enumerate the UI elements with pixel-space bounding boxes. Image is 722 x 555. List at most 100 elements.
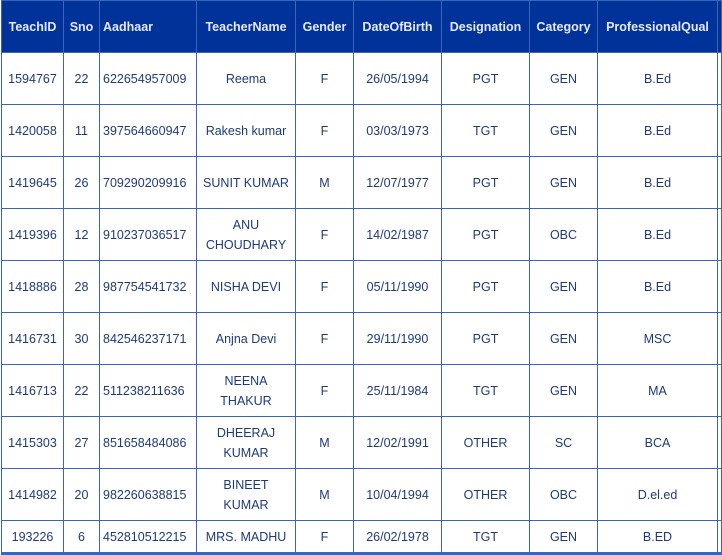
- cell-aadhaar: 452810512215: [99, 520, 197, 554]
- cell-sno: 22: [63, 52, 100, 105]
- cell-teachername: NEENA THAKUR: [196, 364, 296, 417]
- cell-designation: PGT: [441, 208, 530, 261]
- cell-overflow: [717, 156, 722, 209]
- column-header-sno[interactable]: Sno: [63, 0, 100, 53]
- cell-teachername: SUNIT KUMAR: [196, 156, 296, 209]
- column-header-gender[interactable]: Gender: [295, 0, 354, 53]
- cell-category: GEN: [529, 312, 598, 365]
- cell-category: SC: [529, 416, 598, 469]
- cell-teachid: 1420058: [1, 104, 64, 157]
- cell-sno: 6: [63, 520, 100, 554]
- cell-professionalqual: D.el.ed: [597, 468, 718, 521]
- cell-teachername: Rakesh kumar: [196, 104, 296, 157]
- cell-gender: F: [295, 104, 354, 157]
- table-row: 1419645 26 709290209916 SUNIT KUMAR M 12/07/1…: [1, 156, 722, 209]
- cell-aadhaar: 709290209916: [99, 156, 197, 209]
- cell-category: OBC: [529, 208, 598, 261]
- cell-dateofbirth: 12/07/1977: [353, 156, 442, 209]
- column-header-teachername[interactable]: TeacherName: [196, 0, 296, 53]
- table-body: 1594767 22 622654957009 Reema F 26/05/1994 PGT…: [1, 52, 722, 554]
- cell-teachid: 1418886: [1, 260, 64, 313]
- cell-overflow: [717, 260, 722, 313]
- column-header-designation[interactable]: Designation: [441, 0, 530, 53]
- cell-sno: 12: [63, 208, 100, 261]
- cell-dateofbirth: 05/11/1990: [353, 260, 442, 313]
- cell-aadhaar: 842546237171: [99, 312, 197, 365]
- table-row: 193226 6 452810512215 MRS. MADHU F 26/02/1978…: [1, 520, 722, 554]
- cell-sno: 22: [63, 364, 100, 417]
- cell-overflow: [717, 208, 722, 261]
- cell-teachername: Reema: [196, 52, 296, 105]
- table-row: 1419396 12 910237036517 ANU CHOUDHARY F 14/02…: [1, 208, 722, 261]
- cell-sno: 27: [63, 416, 100, 469]
- cell-teachid: 1416731: [1, 312, 64, 365]
- cell-teachername: Anjna Devi: [196, 312, 296, 365]
- table-row: 1420058 11 397564660947 Rakesh kumar F 03/03/…: [1, 104, 722, 157]
- cell-designation: PGT: [441, 52, 530, 105]
- cell-teachername: DHEERAJ KUMAR: [196, 416, 296, 469]
- cell-overflow: [717, 104, 722, 157]
- cell-dateofbirth: 03/03/1973: [353, 104, 442, 157]
- column-header-teachid[interactable]: TeachID: [1, 0, 64, 53]
- cell-dateofbirth: 25/11/1984: [353, 364, 442, 417]
- cell-aadhaar: 622654957009: [99, 52, 197, 105]
- cell-gender: M: [295, 156, 354, 209]
- cell-category: GEN: [529, 52, 598, 105]
- cell-teachid: 1416713: [1, 364, 64, 417]
- cell-gender: F: [295, 208, 354, 261]
- cell-professionalqual: BCA: [597, 416, 718, 469]
- cell-gender: F: [295, 520, 354, 554]
- cell-professionalqual: MA: [597, 364, 718, 417]
- cell-aadhaar: 982260638815: [99, 468, 197, 521]
- cell-gender: M: [295, 468, 354, 521]
- cell-overflow: [717, 312, 722, 365]
- cell-aadhaar: 910237036517: [99, 208, 197, 261]
- cell-designation: TGT: [441, 364, 530, 417]
- cell-designation: PGT: [441, 156, 530, 209]
- cell-designation: OTHER: [441, 468, 530, 521]
- cell-overflow: [717, 52, 722, 105]
- cell-teachid: 1419645: [1, 156, 64, 209]
- cell-gender: M: [295, 416, 354, 469]
- cell-professionalqual: B.Ed: [597, 156, 718, 209]
- column-header-dateofbirth[interactable]: DateOfBirth: [353, 0, 442, 53]
- cell-aadhaar: 397564660947: [99, 104, 197, 157]
- column-header-category[interactable]: Category: [529, 0, 598, 53]
- cell-teachid: 1594767: [1, 52, 64, 105]
- cell-sno: 26: [63, 156, 100, 209]
- cell-gender: F: [295, 260, 354, 313]
- cell-sno: 11: [63, 104, 100, 157]
- cell-category: GEN: [529, 156, 598, 209]
- cell-professionalqual: B.Ed: [597, 104, 718, 157]
- cell-overflow: [717, 416, 722, 469]
- cell-designation: PGT: [441, 260, 530, 313]
- header-row: TeachID Sno Aadhaar TeacherName Gender DateOf…: [1, 0, 722, 53]
- column-header-aadhaar[interactable]: Aadhaar: [99, 0, 197, 53]
- cell-category: OBC: [529, 468, 598, 521]
- cell-category: GEN: [529, 520, 598, 554]
- cell-category: GEN: [529, 260, 598, 313]
- cell-category: GEN: [529, 104, 598, 157]
- cell-sno: 30: [63, 312, 100, 365]
- column-header-overflow: [717, 0, 722, 53]
- table-row: 1594767 22 622654957009 Reema F 26/05/1994 PGT…: [1, 52, 722, 105]
- cell-overflow: [717, 364, 722, 417]
- cell-dateofbirth: 26/02/1978: [353, 520, 442, 554]
- table-row: 1416731 30 842546237171 Anjna Devi F 29/11/19…: [1, 312, 722, 365]
- cell-teachid: 193226: [1, 520, 64, 554]
- cell-professionalqual: B.Ed: [597, 260, 718, 313]
- cell-designation: TGT: [441, 104, 530, 157]
- cell-aadhaar: 987754541732: [99, 260, 197, 313]
- cell-aadhaar: 851658484086: [99, 416, 197, 469]
- cell-professionalqual: MSC: [597, 312, 718, 365]
- cell-gender: F: [295, 52, 354, 105]
- cell-aadhaar: 511238211636: [99, 364, 197, 417]
- cell-designation: OTHER: [441, 416, 530, 469]
- column-header-professionalqual[interactable]: ProfessionalQual: [597, 0, 718, 53]
- cell-teachername: BINEET KUMAR: [196, 468, 296, 521]
- cell-teachername: NISHA DEVI: [196, 260, 296, 313]
- table-row: 1414982 20 982260638815 BINEET KUMAR M 10/04/…: [1, 468, 722, 521]
- cell-sno: 20: [63, 468, 100, 521]
- cell-dateofbirth: 29/11/1990: [353, 312, 442, 365]
